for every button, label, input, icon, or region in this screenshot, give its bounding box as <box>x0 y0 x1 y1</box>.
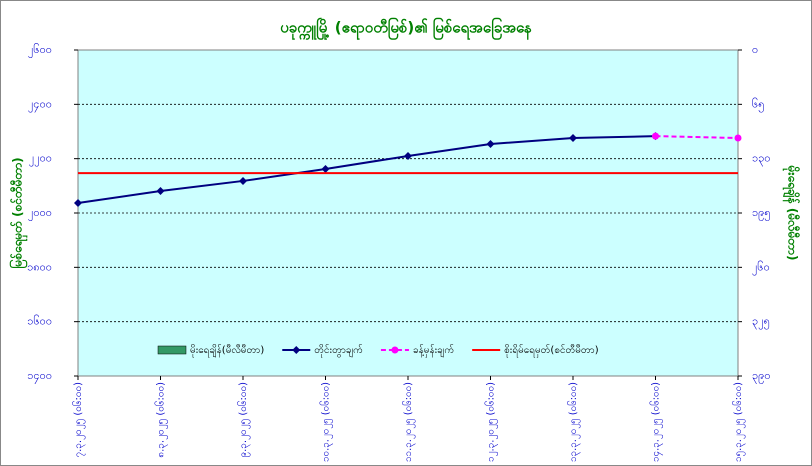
x-tick-label: ၇.၃.၂၀၂၅ (၀၆:၀၀) <box>71 382 86 458</box>
y-tick-label: ၁၄၀၀ <box>27 369 52 384</box>
point-marker <box>404 151 412 160</box>
point-marker <box>321 164 330 173</box>
legend-label: စိုးရိမ်ရေမှတ်(စင်တီမီတာ) <box>504 343 599 358</box>
point-marker <box>569 134 577 143</box>
point-marker <box>156 186 165 195</box>
x-tick-label: ၁၁.၃.၂၀၂၅ (၀၆:၀၀) <box>401 382 416 462</box>
y2-tick-label: ၁၉၅ <box>752 206 771 221</box>
y2-tick-label: ၂၆၀ <box>752 260 770 275</box>
y2-tick-label: ၃၉၀ <box>752 369 771 384</box>
legend-marker <box>391 346 399 354</box>
point-marker <box>486 139 495 148</box>
y-tick-label: ၁၈၀၀ <box>27 260 52 273</box>
point-marker <box>652 132 659 140</box>
x-tick-label: ၁၂.၃.၂၀၂၅ (၀၆:၀၀) <box>484 382 499 462</box>
y2-axis-title: မိုးရေချိန် (မီလီမီတာ) <box>782 165 802 261</box>
y-tick-label: ၂၂၀၀ <box>29 152 52 167</box>
legend-swatch <box>157 345 187 355</box>
y-axis-title: မြစ်ရေမှတ် (စင်တီမီတာ) <box>8 157 29 268</box>
legend-label: ခန့်မှန်းချက် <box>413 343 454 358</box>
y-tick-label: ၂၄၀၀ <box>28 97 52 112</box>
y2-tick-label: ၁၃၀ <box>752 152 771 167</box>
x-tick-label: ၁၃.၃.၂၀၂၅ (၀၆:၀၀) <box>566 382 581 462</box>
legend-marker <box>292 346 301 354</box>
y2-tick-label: ၆၅ <box>752 97 764 112</box>
point-marker <box>734 134 742 142</box>
y2-tick-label: ၃၂၅ <box>752 315 770 330</box>
x-tick-label: ၁၀.၃.၂၀၂၅ (၀၆:၀၀) <box>319 382 334 462</box>
y-tick-label: ၂၆၀၀ <box>28 43 52 58</box>
x-tick-label: ၁၅.၃.၂၀၂၅ (၀၆:၀၀) <box>731 382 746 462</box>
y-tick-label: ၁၆၀၀ <box>27 315 52 328</box>
legend-label: မိုးရေချိန်(မီလီမီတာ) <box>190 343 264 358</box>
series-line <box>77 135 656 204</box>
point-marker <box>239 176 247 185</box>
point-marker <box>74 198 82 207</box>
y-tick-label: ၂၀၀၀ <box>28 206 52 221</box>
x-tick-label: ၁၄.၃.၂၀၂၅ (၀၆:၀၀) <box>649 382 664 462</box>
x-tick-label: ၈.၃.၂၀၂၅ (၀၆:၀၀) <box>154 382 169 458</box>
legend-label: တိုင်းတွာချက် <box>314 343 363 358</box>
series-line <box>655 135 739 140</box>
y2-tick-label: ၀ <box>752 43 758 56</box>
x-tick-label: ၉.၃.၂၀၂၅ (၀၆:၀၀) <box>236 382 251 458</box>
